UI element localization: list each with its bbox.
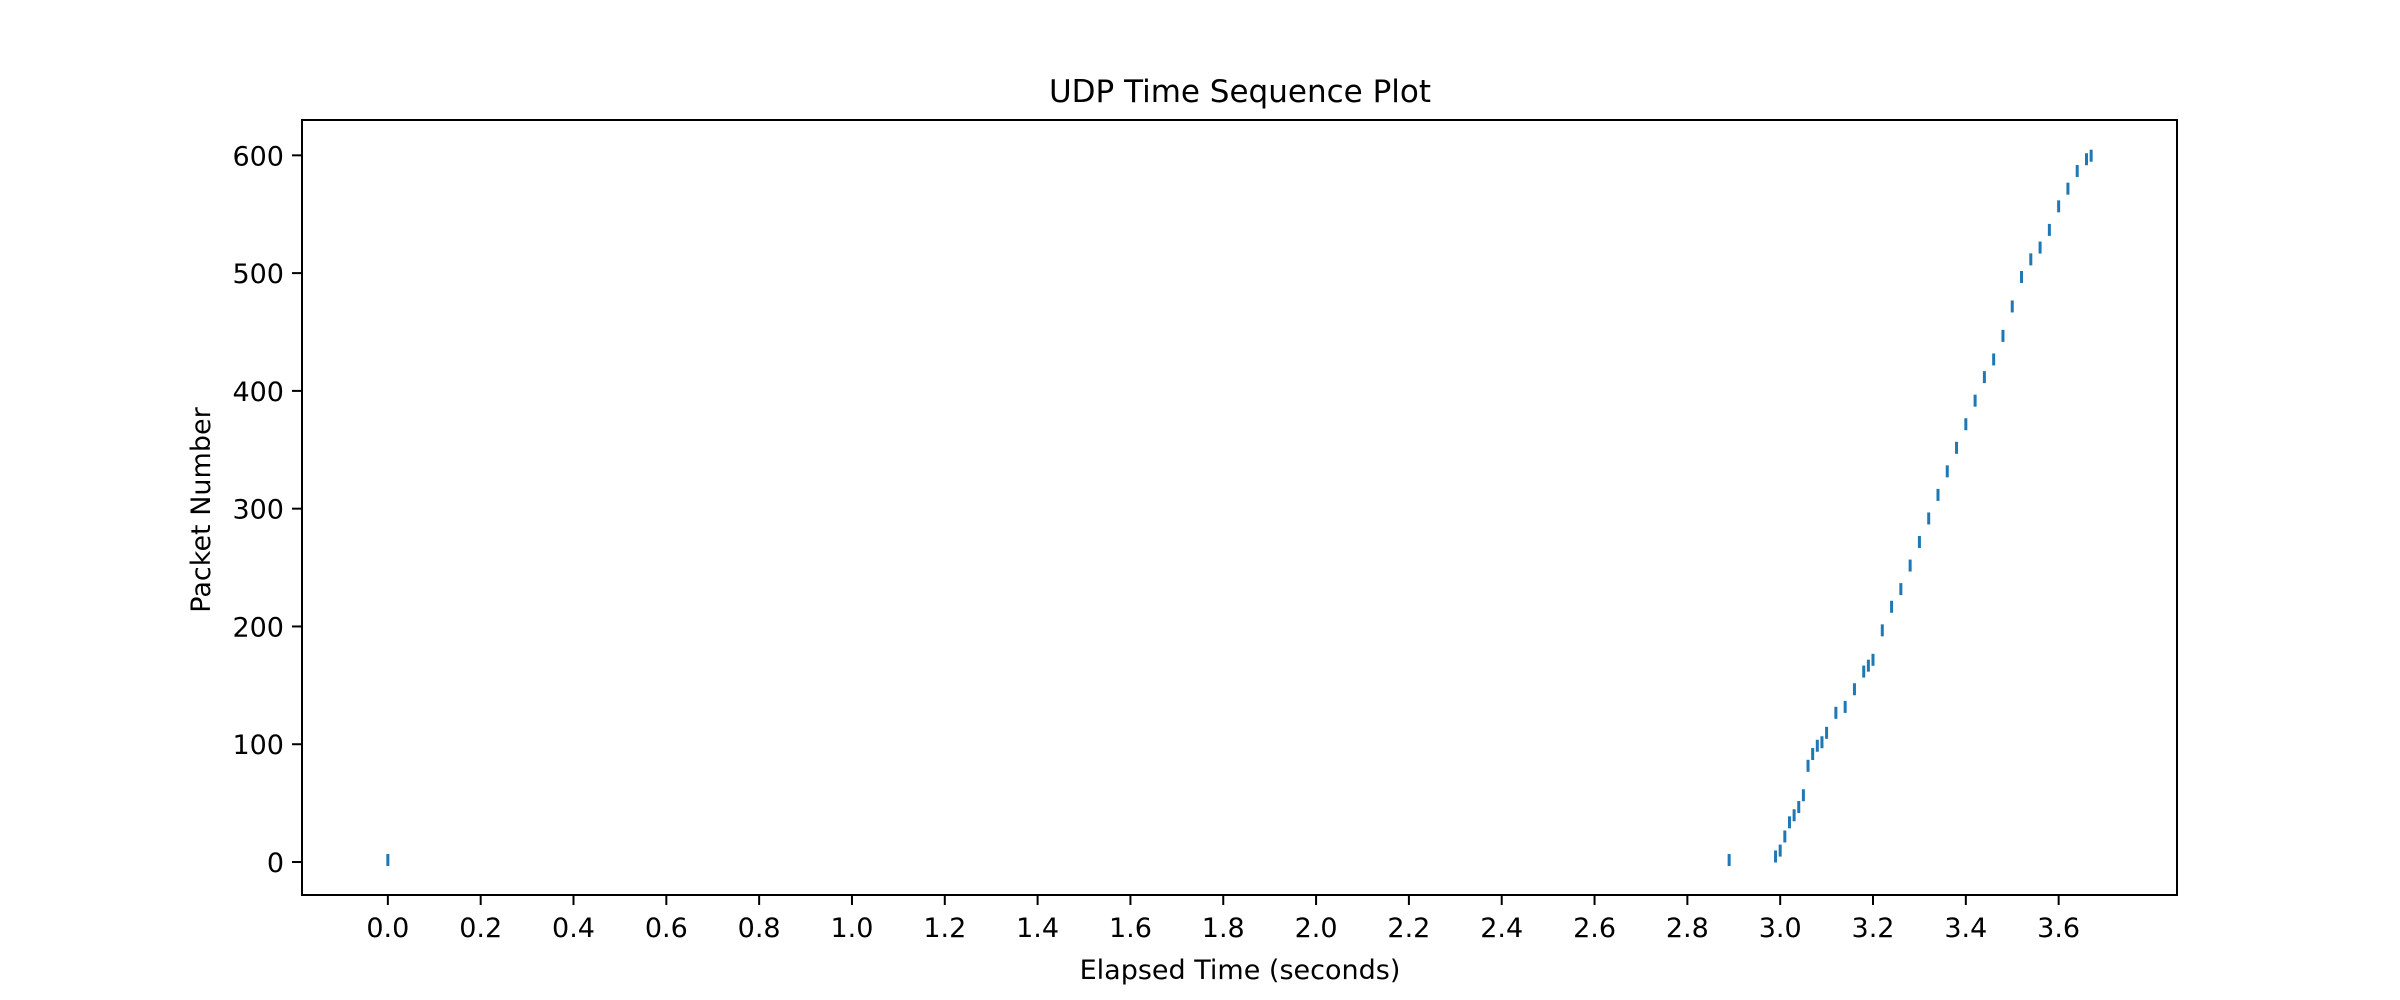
y-tick-label: 500 — [232, 259, 284, 290]
y-tick-label: 100 — [232, 730, 284, 761]
y-axis: 0 100 200 300 400 500 600 — [232, 141, 302, 879]
y-tick-label: 200 — [232, 612, 284, 643]
x-tick-label: 3.6 — [2037, 913, 2080, 944]
x-tick-label: 0.0 — [366, 913, 409, 944]
x-tick-label: 3.0 — [1759, 913, 1802, 944]
x-tick-label: 2.2 — [1387, 913, 1430, 944]
x-tick-label: 2.6 — [1573, 913, 1616, 944]
x-tick-label: 3.4 — [1944, 913, 1987, 944]
y-tick-label: 400 — [232, 377, 284, 408]
y-tick-label: 300 — [232, 495, 284, 526]
x-tick-label: 1.0 — [830, 913, 873, 944]
x-tick-label: 1.4 — [1016, 913, 1059, 944]
x-tick-label: 2.8 — [1666, 913, 1709, 944]
x-tick-label: 0.4 — [552, 913, 595, 944]
x-tick-label: 0.8 — [738, 913, 781, 944]
x-axis-label: Elapsed Time (seconds) — [1080, 955, 1401, 986]
y-tick-label: 0 — [267, 848, 284, 879]
x-tick-label: 0.2 — [459, 913, 502, 944]
x-tick-label: 1.6 — [1109, 913, 1152, 944]
x-axis: 0.0 0.2 0.4 0.6 0.8 1.0 1.2 1.4 1.6 1.8 2.0 2.2 2.4 2… — [366, 895, 2080, 944]
x-tick-label: 2.4 — [1480, 913, 1523, 944]
x-tick-label: 3.2 — [1852, 913, 1895, 944]
x-tick-label: 2.0 — [1295, 913, 1338, 944]
x-tick-label: 1.8 — [1202, 913, 1245, 944]
y-tick-label: 600 — [232, 141, 284, 172]
plot-area — [386, 149, 2093, 867]
chart-title: UDP Time Sequence Plot — [1049, 74, 1431, 110]
x-tick-label: 1.2 — [923, 913, 966, 944]
y-axis-label: Packet Number — [186, 406, 217, 612]
x-tick-label: 0.6 — [645, 913, 688, 944]
plot-frame — [301, 119, 2178, 896]
